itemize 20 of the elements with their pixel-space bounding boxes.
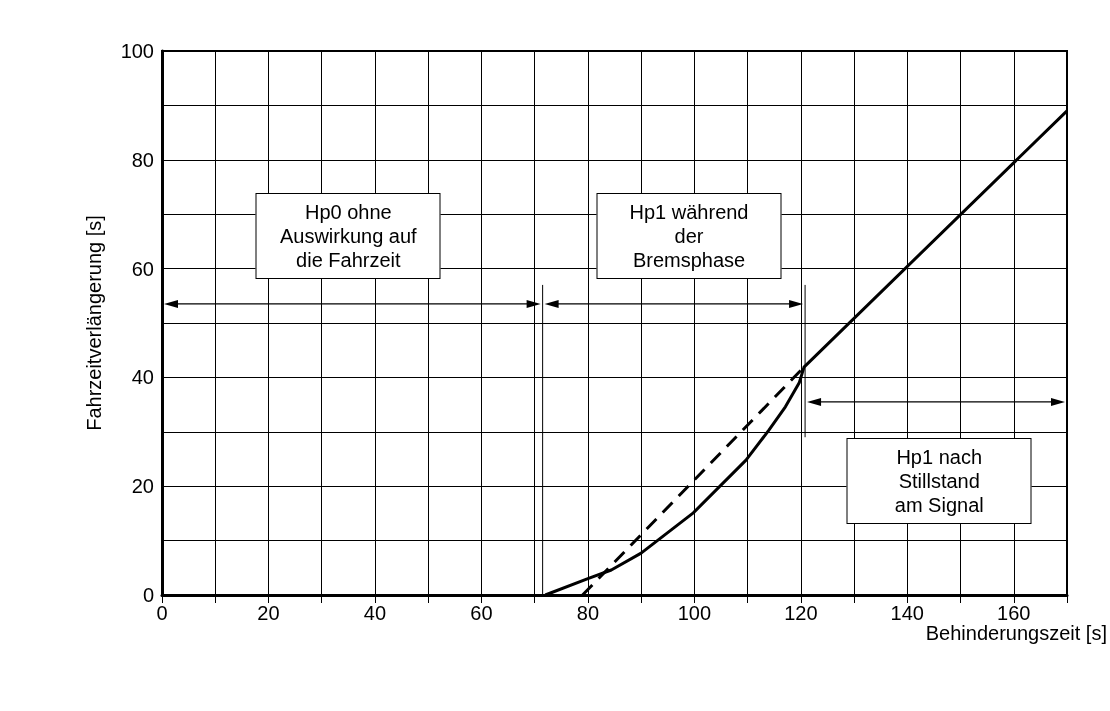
- x-axis-title: Behinderungszeit [s]: [925, 622, 1107, 644]
- y-tick-label: 40: [131, 366, 154, 389]
- x-tick-label: 140: [890, 602, 924, 624]
- annotation: Hp1 nach Stillstand am Signal: [893, 444, 985, 517]
- x-tick-label: 160: [997, 602, 1031, 624]
- annotation: Hp1 während der Bremsphase: [628, 199, 750, 272]
- y-axis-title: Fahrzeitverlängerung [s]: [83, 215, 105, 431]
- y-tick-label: 20: [131, 475, 154, 498]
- y-tick-label: 100: [120, 40, 154, 62]
- x-tick-label: 0: [156, 602, 168, 624]
- x-tick-label: 100: [677, 602, 712, 624]
- annotation: Hp0 ohne Auswirkung auf die Fahrzeit: [278, 199, 418, 272]
- y-tick-label: 60: [131, 257, 154, 280]
- y-tick-label: 80: [131, 148, 154, 171]
- x-tick-label: 120: [784, 602, 818, 624]
- x-tick-label: 60: [470, 602, 493, 624]
- y-tick-label: 0: [142, 584, 154, 606]
- x-tick-label: 40: [363, 602, 387, 624]
- x-tick-label: 20: [257, 602, 280, 624]
- x-tick-label: 80: [576, 602, 600, 624]
